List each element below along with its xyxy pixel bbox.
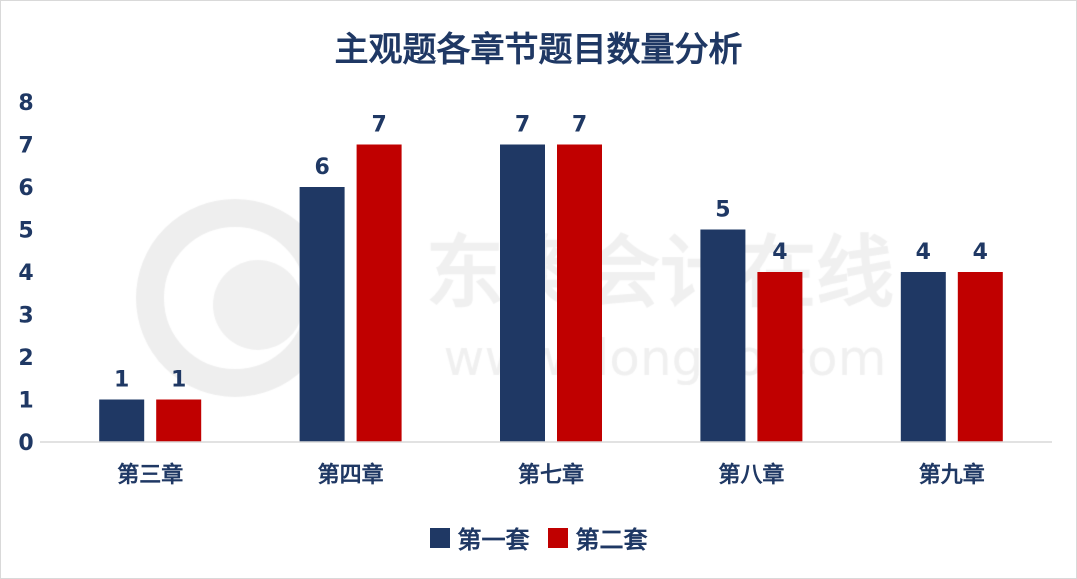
y-tick-label: 4 xyxy=(18,261,33,286)
data-label: 1 xyxy=(171,368,186,393)
y-tick-label: 3 xyxy=(18,304,33,329)
data-label: 5 xyxy=(715,198,730,223)
bar-1-5 xyxy=(900,272,946,442)
legend-item-series-1[interactable]: 第一套 xyxy=(429,520,530,555)
legend-swatch xyxy=(547,527,568,548)
bar-2-2 xyxy=(356,144,402,442)
y-tick-label: 5 xyxy=(18,219,33,244)
y-tick-label: 1 xyxy=(18,389,33,414)
chart-title: 主观题各章节题目数量分析 xyxy=(334,30,743,70)
data-label: 7 xyxy=(515,113,530,138)
data-label: 7 xyxy=(371,113,386,138)
data-label: 6 xyxy=(314,155,329,180)
legend-item-series-2[interactable]: 第二套 xyxy=(547,520,648,555)
x-tick-label: 第三章 xyxy=(117,462,183,488)
legend-swatch xyxy=(429,527,450,548)
y-tick-label: 2 xyxy=(18,346,33,371)
bar-1-1 xyxy=(99,399,145,442)
legend-label: 第二套 xyxy=(575,526,648,554)
bar-2-4 xyxy=(757,272,803,442)
bar-1-2 xyxy=(299,187,345,442)
data-label: 1 xyxy=(114,368,129,393)
y-tick-label: 8 xyxy=(18,91,33,116)
x-tick-label: 第九章 xyxy=(919,462,985,488)
bar-2-1 xyxy=(156,399,202,442)
data-label: 4 xyxy=(973,240,988,265)
bar-2-5 xyxy=(957,272,1003,442)
y-tick-label: 6 xyxy=(18,176,33,201)
bar-2-3 xyxy=(557,144,602,442)
y-tick-label: 7 xyxy=(18,134,33,159)
x-tick-label: 第四章 xyxy=(318,462,384,488)
x-tick-label: 第八章 xyxy=(718,462,784,488)
legend: 第一套 第二套 xyxy=(0,520,1077,555)
y-tick-label: 0 xyxy=(18,431,33,456)
bar-1-4 xyxy=(700,229,746,442)
data-label: 7 xyxy=(572,113,587,138)
x-tick-label: 第七章 xyxy=(518,462,584,488)
legend-label: 第一套 xyxy=(457,526,530,554)
data-label: 4 xyxy=(772,240,787,265)
data-label: 4 xyxy=(916,240,931,265)
bar-1-3 xyxy=(500,144,545,442)
